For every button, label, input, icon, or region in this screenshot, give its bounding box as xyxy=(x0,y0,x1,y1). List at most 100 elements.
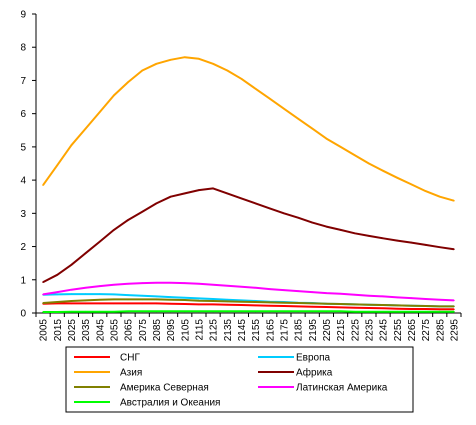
data-point xyxy=(183,282,186,284)
data-point xyxy=(283,305,285,307)
y-tick-label: 4 xyxy=(20,176,26,187)
data-point xyxy=(169,298,172,301)
data-point xyxy=(240,197,243,200)
series-4 xyxy=(42,298,455,308)
data-point xyxy=(453,248,455,251)
data-point xyxy=(368,294,370,297)
data-point xyxy=(70,310,73,313)
data-point xyxy=(254,286,257,289)
data-point xyxy=(169,281,172,284)
data-point xyxy=(141,210,144,213)
data-point xyxy=(368,162,370,165)
data-point xyxy=(297,310,299,313)
x-tick-label: 2025 xyxy=(67,319,78,342)
data-point xyxy=(311,310,314,313)
data-point xyxy=(141,69,144,72)
data-point xyxy=(424,305,427,307)
data-point xyxy=(438,298,441,301)
data-point xyxy=(226,192,229,195)
data-point xyxy=(240,285,243,288)
x-tick-label: 2105 xyxy=(180,319,191,342)
data-point xyxy=(212,63,214,65)
data-point xyxy=(353,306,356,309)
data-point xyxy=(169,195,172,198)
y-tick-label: 6 xyxy=(20,109,26,120)
data-point xyxy=(424,190,427,192)
legend-item: Латинская Америка xyxy=(258,383,388,394)
data-point xyxy=(127,282,129,285)
data-point xyxy=(155,302,158,305)
data-point xyxy=(240,310,243,313)
data-point xyxy=(438,246,441,249)
data-point xyxy=(56,311,59,313)
data-point xyxy=(453,308,455,311)
series-line xyxy=(42,281,454,302)
y-axis: 0 1 2 3 4 5 6 7 8 9 xyxy=(20,10,37,320)
data-point xyxy=(240,304,243,306)
data-point xyxy=(226,310,229,313)
data-point xyxy=(283,107,285,110)
data-point xyxy=(254,310,257,313)
series-2 xyxy=(42,56,455,202)
data-point xyxy=(453,199,455,202)
data-point xyxy=(183,303,186,305)
data-point xyxy=(127,302,129,305)
data-point xyxy=(410,241,413,244)
data-point xyxy=(325,302,328,305)
data-point xyxy=(113,94,115,97)
data-point xyxy=(396,304,399,307)
data-point xyxy=(353,293,356,296)
x-tick-label: 2265 xyxy=(407,319,418,342)
data-point xyxy=(113,283,115,286)
data-point xyxy=(424,244,427,246)
data-point xyxy=(283,310,285,313)
x-tick-label: 2245 xyxy=(379,319,390,342)
data-point xyxy=(226,298,229,301)
y-tick-label: 7 xyxy=(20,76,26,87)
data-point xyxy=(70,293,73,295)
data-point xyxy=(453,305,455,308)
data-point xyxy=(297,290,299,292)
data-point xyxy=(325,137,328,140)
data-point xyxy=(268,304,271,307)
x-tick-label: 2035 xyxy=(81,319,92,342)
data-point xyxy=(98,310,101,313)
x-tick-label: 2255 xyxy=(393,319,404,342)
data-point xyxy=(382,237,384,240)
data-point xyxy=(183,56,186,58)
data-point xyxy=(169,296,172,298)
data-point xyxy=(325,306,328,308)
data-point xyxy=(155,295,158,298)
x-tick-label: 2005 xyxy=(39,319,50,342)
y-tick-label: 2 xyxy=(20,242,26,253)
data-point xyxy=(183,310,186,313)
data-point xyxy=(127,294,129,296)
data-point xyxy=(268,207,271,210)
data-point xyxy=(353,154,356,156)
data-point xyxy=(438,195,441,198)
data-point xyxy=(226,69,229,72)
data-point xyxy=(396,296,399,299)
x-tick-label: 2205 xyxy=(322,319,333,342)
data-point xyxy=(382,304,384,306)
data-point xyxy=(410,308,413,310)
legend-item: Европа xyxy=(258,353,331,364)
data-point xyxy=(42,293,44,296)
legend: СНГ Европа Азия Африка Америка Северная Латин… xyxy=(65,346,414,413)
data-point xyxy=(226,303,229,306)
data-point xyxy=(396,176,399,179)
data-point xyxy=(127,310,129,313)
series-6 xyxy=(42,310,455,313)
data-point xyxy=(297,305,299,308)
data-point xyxy=(438,310,441,313)
data-point xyxy=(113,298,115,301)
data-point xyxy=(84,310,87,313)
data-point xyxy=(212,187,214,190)
x-tick-label: 2085 xyxy=(152,319,163,342)
data-point xyxy=(84,127,87,130)
data-point xyxy=(70,300,73,302)
data-point xyxy=(212,303,214,306)
data-point xyxy=(254,87,257,90)
data-point xyxy=(183,299,186,301)
data-point xyxy=(113,302,115,305)
